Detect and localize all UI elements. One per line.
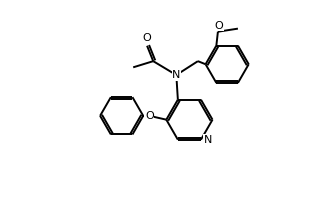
Text: O: O <box>143 33 151 43</box>
Text: O: O <box>145 111 154 121</box>
Text: N: N <box>172 70 180 80</box>
Text: N: N <box>204 135 212 145</box>
Text: O: O <box>214 21 223 31</box>
